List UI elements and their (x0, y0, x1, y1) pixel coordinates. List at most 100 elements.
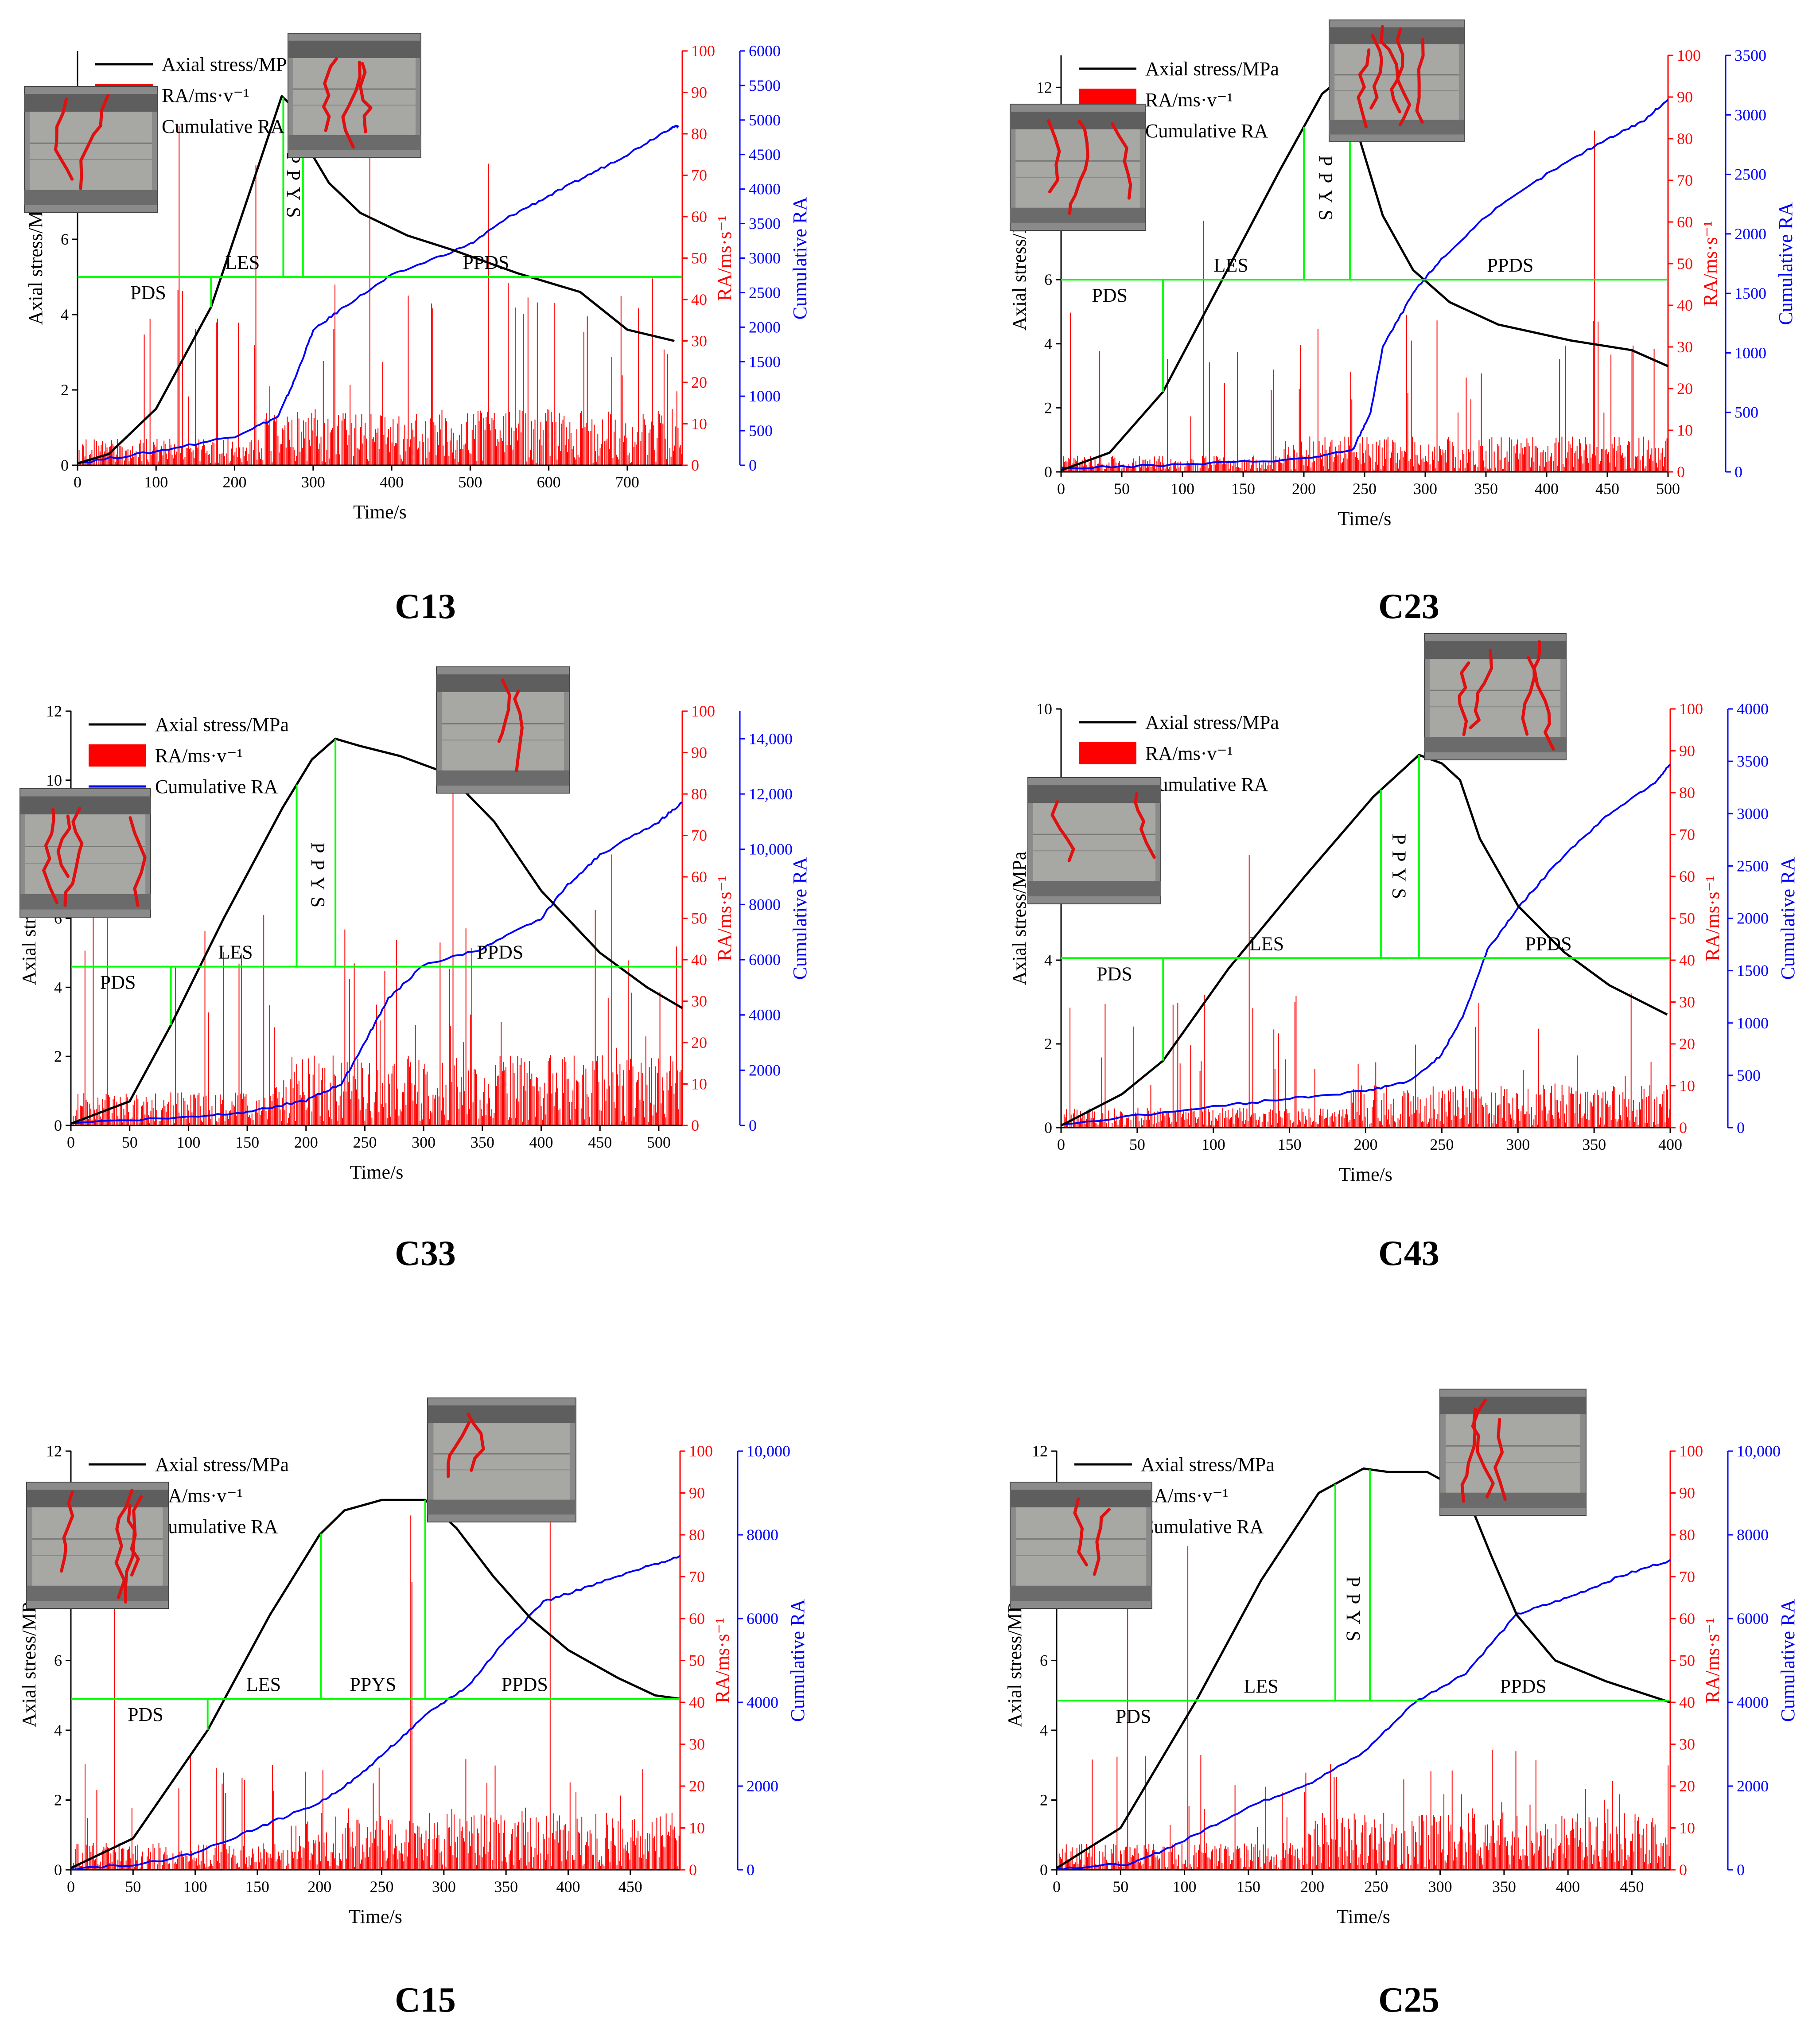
x-tick-label: 250 (353, 1133, 377, 1151)
ra-series (78, 120, 682, 465)
specimen-photo (1424, 633, 1567, 760)
crack (358, 62, 373, 134)
x-tick-label: 400 (380, 473, 404, 491)
ra-tick-label: 0 (691, 456, 699, 474)
ra-tick-label: 0 (1677, 463, 1685, 481)
ra-tick-label: 70 (689, 1568, 705, 1586)
specimen-photo (1439, 1389, 1587, 1516)
x-tick-label: 50 (125, 1878, 141, 1896)
legend-cum-label: Cumulative RA (155, 776, 278, 798)
x-tick-label: 150 (1231, 480, 1255, 498)
specimen-photo (1010, 104, 1146, 231)
cum-tick-label: 10,000 (747, 1442, 790, 1460)
photo-top-band (1010, 112, 1145, 129)
cum-tick-label: 1000 (749, 387, 781, 405)
crack (322, 57, 338, 132)
photo-bottom-band (1424, 737, 1566, 752)
photo-top-band (428, 1405, 576, 1423)
cum-tick-label: 6000 (1737, 1610, 1769, 1627)
crack (1073, 1497, 1088, 1567)
cum-axis-title: Cumulative RA (789, 857, 811, 980)
x-tick-label: 200 (294, 1133, 318, 1151)
crack (1415, 38, 1425, 124)
crack (63, 807, 84, 907)
crack (341, 61, 362, 149)
x-tick-label: 300 (412, 1133, 436, 1151)
ra-tick-label: 90 (1679, 742, 1695, 760)
crack (130, 1495, 143, 1576)
stage-label-pds: PDS (100, 972, 136, 993)
y-tick-label: 2 (61, 381, 69, 399)
cum-tick-label: 1000 (1737, 1014, 1769, 1032)
stage-label-les: LES (246, 1674, 281, 1695)
ra-tick-label: 10 (691, 415, 707, 433)
legend-stress-label: Axial stress/MPa (155, 1454, 289, 1475)
ra-series (1063, 130, 1668, 472)
ra-tick-label: 100 (691, 702, 715, 720)
photo-bottom-band (1028, 881, 1161, 896)
stage-label-ppys: PPYS (1342, 1576, 1364, 1647)
photo-top-band (288, 40, 421, 58)
stage-label-ppds: PPDS (1487, 254, 1533, 276)
x-tick-label: 450 (618, 1878, 642, 1896)
cum-tick-label: 8000 (747, 1526, 778, 1544)
cumulative-ra-line (1061, 763, 1671, 1125)
ra-tick-label: 60 (1679, 1610, 1695, 1627)
x-tick-label: 150 (1237, 1878, 1260, 1896)
legend-stress-label: Axial stress/MPa (1145, 58, 1279, 80)
x-axis-title: Time/s (1338, 508, 1392, 529)
stage-label-ppds: PPDS (502, 1674, 548, 1695)
ra-tick-label: 50 (689, 1652, 705, 1670)
ra-series (1058, 1546, 1670, 1870)
ra-series (73, 771, 682, 1125)
cum-tick-label: 3000 (749, 249, 781, 267)
panel-caption: C23 (1378, 587, 1439, 626)
ra-tick-label: 70 (1679, 826, 1695, 844)
chart-C25: 050100150200250300350400450Time/s0246810… (1004, 1389, 1799, 1927)
photo-top-band (1424, 641, 1566, 659)
ra-series (1063, 855, 1670, 1128)
stage-label-ppys: PPYS (350, 1674, 396, 1695)
cumulative-ra-line (77, 125, 679, 464)
photo-bottom-band (24, 190, 157, 205)
crack (1521, 640, 1541, 736)
x-tick-label: 150 (235, 1133, 259, 1151)
y-tick-label: 6 (61, 230, 69, 248)
photo-specimen (1446, 1414, 1580, 1493)
ra-tick-label: 100 (691, 42, 715, 60)
crack (1050, 800, 1075, 862)
ra-tick-label: 100 (1677, 47, 1701, 64)
ra-tick-label: 60 (691, 208, 707, 226)
ra-tick-label: 20 (1679, 1035, 1695, 1053)
legend-ra-label: RA/ms·v⁻¹ (1145, 89, 1233, 111)
cum-tick-label: 4000 (1737, 1693, 1769, 1711)
ra-tick-label: 20 (689, 1777, 705, 1795)
legend-ra-swatch (1079, 742, 1136, 764)
y-tick-label: 4 (54, 1721, 62, 1739)
x-tick-label: 200 (1292, 480, 1316, 498)
y-tick-label: 0 (1044, 463, 1052, 481)
x-tick-label: 200 (1300, 1878, 1324, 1896)
x-tick-label: 300 (1506, 1136, 1530, 1153)
stage-label-pds: PDS (130, 282, 166, 304)
ra-tick-label: 80 (1679, 1526, 1695, 1544)
x-axis-title: Time/s (349, 1906, 402, 1927)
stage-label-les: LES (218, 942, 253, 963)
crack (1068, 120, 1089, 215)
cum-tick-label: 5000 (749, 111, 781, 129)
x-tick-label: 50 (1114, 480, 1130, 498)
cum-tick-label: 2500 (1737, 857, 1769, 875)
x-tick-label: 0 (1057, 1136, 1065, 1153)
crack (128, 816, 147, 907)
x-tick-label: 400 (1658, 1136, 1682, 1153)
ra-tick-label: 60 (1677, 213, 1693, 231)
photo-specimen (433, 1423, 570, 1500)
crack (1390, 27, 1404, 113)
panel-caption: C13 (395, 587, 456, 626)
photo-bottom-band (1010, 207, 1145, 223)
ra-series (73, 1511, 680, 1870)
cum-tick-label: 2000 (1734, 225, 1766, 243)
cum-tick-label: 10,000 (749, 841, 793, 858)
x-tick-label: 100 (1202, 1136, 1225, 1153)
